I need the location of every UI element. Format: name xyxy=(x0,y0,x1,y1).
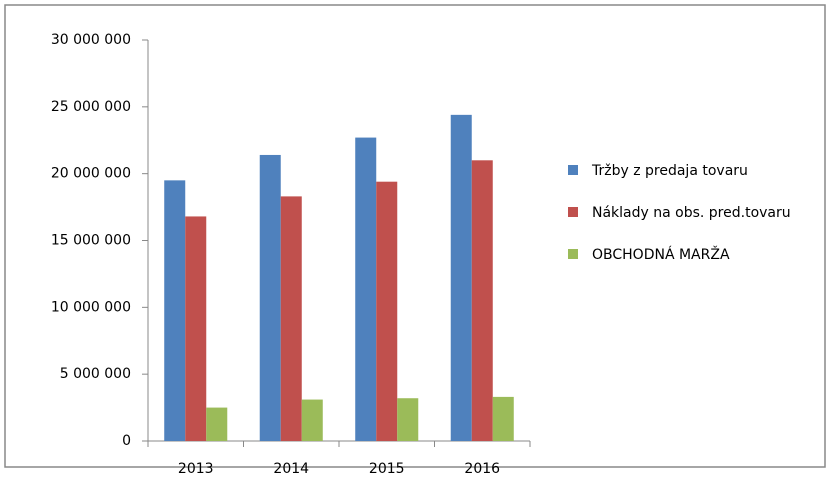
legend-item: Tržby z predaja tovaru xyxy=(568,160,808,182)
y-tick-label: 30 000 000 xyxy=(51,32,131,48)
bar xyxy=(301,399,323,441)
legend-label: Náklady na obs. pred.tovaru xyxy=(592,205,791,221)
bar xyxy=(492,396,514,441)
legend-swatch xyxy=(568,207,578,217)
bar xyxy=(280,196,302,441)
chart-border xyxy=(4,4,826,468)
y-tick-label: 10 000 000 xyxy=(51,299,131,315)
legend-swatch xyxy=(568,249,578,259)
legend-label: Tržby z predaja tovaru xyxy=(592,163,748,179)
y-tick-label: 5 000 000 xyxy=(60,366,131,382)
bar xyxy=(471,160,493,442)
bar xyxy=(164,180,186,441)
legend-item: OBCHODNÁ MARŽA xyxy=(568,244,808,266)
bar xyxy=(376,181,398,442)
bar xyxy=(397,398,419,441)
y-tick-label: 20 000 000 xyxy=(51,166,131,182)
x-tick-label: 2015 xyxy=(369,461,405,477)
bar xyxy=(355,137,377,441)
y-tick-label: 15 000 000 xyxy=(51,233,131,249)
x-tick-label: 2016 xyxy=(464,461,500,477)
legend-swatch xyxy=(568,165,578,175)
bar xyxy=(259,154,281,441)
legend-item: Náklady na obs. pred.tovaru xyxy=(568,202,808,224)
x-tick-label: 2014 xyxy=(273,461,309,477)
bar xyxy=(185,216,207,441)
y-tick-label: 25 000 000 xyxy=(51,99,131,115)
y-tick-label: 0 xyxy=(122,433,131,449)
bar xyxy=(206,407,228,441)
x-tick-label: 2013 xyxy=(178,461,214,477)
bar xyxy=(450,114,472,441)
legend-label: OBCHODNÁ MARŽA xyxy=(592,247,730,263)
legend: Tržby z predaja tovaru Náklady na obs. pr… xyxy=(568,160,808,286)
